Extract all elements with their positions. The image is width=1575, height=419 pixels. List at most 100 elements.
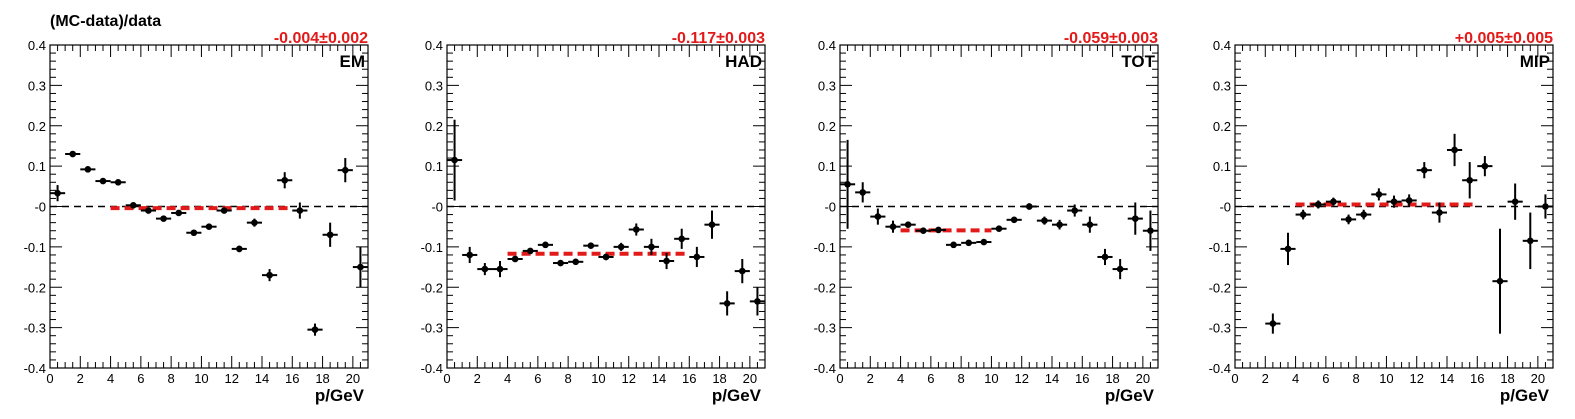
x-tick-label: 0 — [1231, 371, 1238, 386]
data-point — [1477, 156, 1493, 177]
data-marker — [1526, 237, 1534, 245]
y-tick-label: 0.1 — [425, 159, 443, 174]
x-tick-label: 10 — [1379, 371, 1393, 386]
x-tick-label: 16 — [1075, 371, 1089, 386]
y-tick-label: 0.3 — [425, 78, 443, 93]
y-tick-label: -0.4 — [814, 361, 836, 376]
y-tick-label: -0.3 — [421, 321, 443, 336]
data-marker — [145, 207, 152, 214]
panel-tot: -0.4 -0.3 -0.2 -0.1 -0 0.1 0.2 0.3 0.4 0 2 4 6 8 10 12 1… — [814, 30, 1159, 405]
data-point — [262, 269, 278, 282]
data-point — [976, 238, 992, 246]
y-tick-label: -0 — [1219, 200, 1231, 215]
y-tick-label: 0.3 — [818, 78, 836, 93]
x-tick-label: 10 — [591, 371, 605, 386]
x-tick-label: 12 — [1409, 371, 1423, 386]
data-point — [840, 139, 856, 229]
data-marker — [935, 226, 942, 234]
y-tick-label: 0.3 — [1213, 78, 1231, 93]
data-marker — [723, 300, 731, 307]
data-marker — [980, 238, 988, 246]
y-tick-label: -0.3 — [814, 321, 836, 336]
data-marker — [129, 201, 137, 209]
x-tick-label: 14 — [1045, 371, 1059, 386]
x-axis-title: p/GeV — [712, 386, 762, 405]
data-point — [659, 252, 675, 270]
data-marker — [1299, 211, 1307, 218]
x-tick-label: 18 — [1105, 371, 1119, 386]
x-tick-label: 0 — [836, 371, 843, 386]
data-point — [915, 227, 931, 235]
data-point — [477, 263, 493, 276]
data-point — [930, 226, 946, 234]
x-tick-label: 2 — [474, 371, 481, 386]
data-point — [246, 218, 262, 227]
x-axis-title: p/GeV — [1105, 386, 1155, 405]
data-marker — [220, 207, 228, 214]
data-marker — [965, 239, 973, 247]
data-point — [80, 166, 96, 173]
data-marker — [904, 221, 912, 228]
x-tick-label: 8 — [168, 371, 175, 386]
x-tick-label: 16 — [285, 371, 299, 386]
data-marker — [1481, 162, 1489, 170]
data-point — [1341, 214, 1357, 225]
data-marker — [341, 166, 349, 174]
data-marker — [54, 189, 61, 197]
data-marker — [1116, 265, 1124, 273]
data-marker — [557, 259, 564, 267]
data-marker — [281, 176, 289, 184]
data-point — [95, 177, 111, 185]
y-tick-label: 0.1 — [818, 159, 836, 174]
x-tick-label: 6 — [137, 371, 144, 386]
data-marker — [296, 207, 304, 214]
data-marker — [663, 257, 670, 265]
y-tick-label: -0.4 — [24, 361, 46, 376]
data-point — [628, 223, 644, 236]
y-tick-label: 0.4 — [818, 38, 836, 53]
panel-label: HAD — [725, 52, 762, 71]
x-tick-label: 12 — [224, 371, 238, 386]
data-marker — [1101, 253, 1109, 261]
x-tick-label: 12 — [621, 371, 635, 386]
data-point — [1356, 209, 1372, 220]
data-marker — [1360, 211, 1368, 218]
y-tick-label: -0.3 — [24, 321, 46, 336]
x-tick-label: 10 — [984, 371, 998, 386]
data-point — [231, 245, 247, 253]
data-marker — [1390, 198, 1398, 205]
data-point — [492, 261, 508, 278]
data-point — [1127, 202, 1143, 235]
data-point — [322, 222, 338, 247]
data-point — [568, 258, 584, 266]
y-tick-label: 0.2 — [1213, 119, 1231, 134]
data-point — [1052, 219, 1068, 230]
data-point — [1036, 216, 1052, 225]
data-point — [1401, 194, 1417, 207]
data-marker — [1375, 191, 1383, 198]
panel-label: EM — [340, 52, 366, 71]
data-point — [50, 185, 66, 202]
data-point — [1265, 313, 1281, 334]
panel-label: MIP — [1520, 52, 1550, 71]
data-point — [1492, 228, 1508, 334]
y-tick-label: 0.2 — [425, 119, 443, 134]
data-point — [171, 209, 187, 217]
y-tick-label: 0.4 — [1213, 38, 1231, 53]
x-tick-label: 6 — [1322, 371, 1329, 386]
data-marker — [114, 178, 122, 186]
y-tick-label: 0.1 — [1213, 159, 1231, 174]
data-marker — [587, 242, 595, 249]
data-point — [140, 207, 156, 214]
data-marker — [1420, 166, 1428, 174]
x-tick-label: 0 — [46, 371, 53, 386]
data-point — [1142, 210, 1158, 251]
data-marker — [693, 253, 701, 261]
data-point — [1112, 258, 1128, 280]
data-marker — [511, 255, 519, 263]
y-tick-label: -0.2 — [24, 280, 46, 295]
data-point — [156, 215, 172, 222]
data-point — [598, 253, 614, 261]
data-marker — [874, 213, 882, 220]
